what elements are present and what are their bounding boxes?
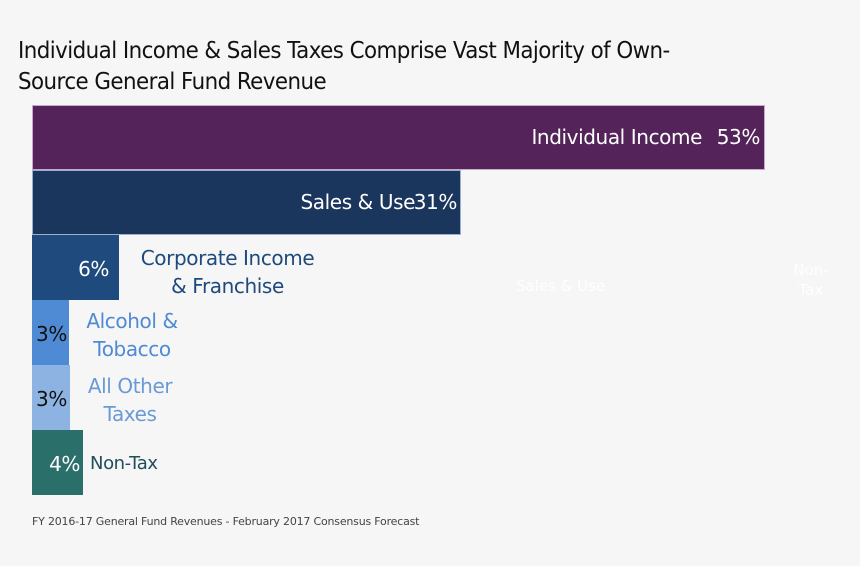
label-non-tax: Non-Tax [90,453,158,474]
bar-value-all-other-taxes: 3% [36,387,67,411]
label-all-other-taxes: All Other Taxes [87,374,173,426]
bar-alcohol-tobacco: 3% [32,300,69,365]
title-line-2: Source General Fund Revenue [18,69,327,95]
bar-value-corporate-income: 6% [78,257,109,281]
bar-value-non-tax: 4% [49,452,80,476]
bar-value-alcohol-tobacco: 3% [36,322,67,346]
chart-title: Individual Income & Sales Taxes Comprise… [18,36,790,98]
bar-sales-use: Sales & Use 31% [32,170,461,235]
bar-value-sales-use: 31% [413,190,458,214]
bar-non-tax: 4% [32,430,83,495]
ghost-label-sales-use: Sales & Use [516,277,606,295]
label-alcohol-tobacco: Alcohol & Tobacco [86,309,178,361]
bar-label-sales-use: Sales & Use [300,190,415,214]
ghost-label-non-tax: Non- Tax [793,261,829,299]
bar-all-other-taxes: 3% [32,365,70,430]
label-corporate-income: Corporate Income & Franchise [140,246,315,298]
title-line-1: Individual Income & Sales Taxes Comprise… [18,38,670,64]
bar-individual-income: Individual Income 53% [32,105,765,170]
bar-label-individual-income: Individual Income [531,125,702,149]
chart-footnote: FY 2016-17 General Fund Revenues - Febru… [32,515,420,528]
bar-corporate-income: 6% [32,235,119,300]
bar-value-individual-income: 53% [716,125,761,149]
